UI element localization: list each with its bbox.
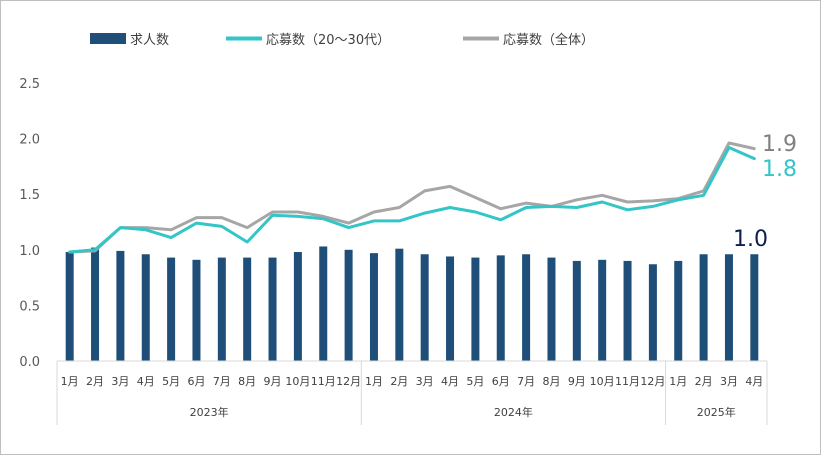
bar	[91, 247, 100, 361]
bar	[395, 248, 404, 361]
bar	[496, 255, 505, 361]
bar	[65, 252, 74, 361]
x-tick-label: 1月	[61, 375, 79, 388]
y-tick-label: 1.5	[19, 188, 40, 203]
x-tick-label: 2月	[695, 375, 713, 388]
x-tick-label: 11月	[615, 375, 640, 388]
bar	[141, 254, 150, 361]
bar	[699, 254, 708, 361]
bar	[471, 257, 480, 361]
y-axis: 0.0 0.5 1.0 1.5 2.0 2.5	[19, 77, 40, 370]
bar	[217, 257, 226, 361]
bar	[420, 254, 429, 361]
bar	[750, 254, 759, 361]
x-tick-label: 5月	[466, 375, 484, 388]
x-tick-label: 4月	[137, 375, 155, 388]
bar	[522, 254, 531, 361]
x-tick-label: 3月	[416, 375, 434, 388]
x-tick-label: 8月	[542, 375, 560, 388]
year-group-label: 2024年	[494, 405, 533, 419]
x-tick-label: 7月	[517, 375, 535, 388]
end-value-label: 1.8	[762, 157, 797, 182]
bar	[547, 257, 556, 361]
legend-label-young: 応募数（20～30代）	[266, 33, 390, 48]
x-tick-label: 12月	[336, 375, 361, 388]
x-tick-label: 10月	[285, 375, 310, 388]
lines	[68, 141, 756, 254]
bar	[572, 260, 581, 361]
bar	[268, 257, 277, 361]
end-value-label: 1.9	[762, 132, 797, 157]
x-tick-label: 11月	[311, 375, 336, 388]
bar	[243, 257, 252, 361]
x-tick-label: 6月	[187, 375, 205, 388]
y-tick-label: 0.0	[19, 355, 40, 370]
bar	[116, 250, 125, 361]
x-tick-label: 12月	[640, 375, 665, 388]
bar	[446, 256, 455, 361]
bar	[724, 254, 733, 361]
bar	[648, 264, 657, 361]
bar	[293, 252, 302, 361]
x-tick-label: 4月	[745, 375, 763, 388]
end-labels: 1.91.8 1.0	[733, 132, 797, 252]
legend-label-all: 応募数（全体）	[503, 32, 594, 48]
line-series-all	[68, 141, 756, 254]
line-series-young	[68, 146, 756, 254]
x-tick-label: 9月	[264, 375, 282, 388]
x-tick-label: 1月	[365, 375, 383, 388]
x-tick-label: 2月	[390, 375, 408, 388]
x-tick-label: 4月	[441, 375, 459, 388]
year-group-label: 2023年	[190, 405, 229, 419]
y-tick-label: 2.0	[19, 133, 40, 148]
x-axis: 1月 2月 3月 4月 5月 6月 7月 8月 9月 10月 11月 12月 1月 2月 3月 4月 5月 6月 7…	[56, 360, 768, 425]
y-tick-label: 2.5	[19, 77, 40, 92]
legend: 求人数 応募数（20～30代） 応募数（全体）	[90, 32, 594, 48]
bar	[192, 259, 201, 361]
bar	[344, 249, 353, 361]
bar	[369, 253, 378, 361]
x-tick-label: 2月	[86, 375, 104, 388]
x-tick-label: 5月	[162, 375, 180, 388]
x-tick-label: 10月	[590, 375, 615, 388]
bar	[674, 260, 683, 361]
end-value-label: 1.0	[733, 227, 768, 252]
bar	[319, 246, 328, 361]
legend-label-openings: 求人数	[130, 33, 169, 48]
x-tick-label: 8月	[238, 375, 256, 388]
y-tick-label: 0.5	[19, 299, 40, 314]
x-tick-label: 3月	[111, 375, 129, 388]
y-tick-label: 1.0	[19, 244, 40, 259]
year-group-label: 2025年	[697, 405, 736, 419]
bar	[598, 259, 607, 361]
bar	[623, 260, 632, 361]
x-tick-label: 9月	[568, 375, 586, 388]
bars	[65, 246, 759, 361]
legend-swatch-bar	[90, 33, 126, 44]
x-tick-label: 3月	[720, 375, 738, 388]
x-tick-label: 6月	[492, 375, 510, 388]
bar	[167, 257, 176, 361]
x-tick-label: 7月	[213, 375, 231, 388]
x-tick-label: 1月	[669, 375, 687, 388]
